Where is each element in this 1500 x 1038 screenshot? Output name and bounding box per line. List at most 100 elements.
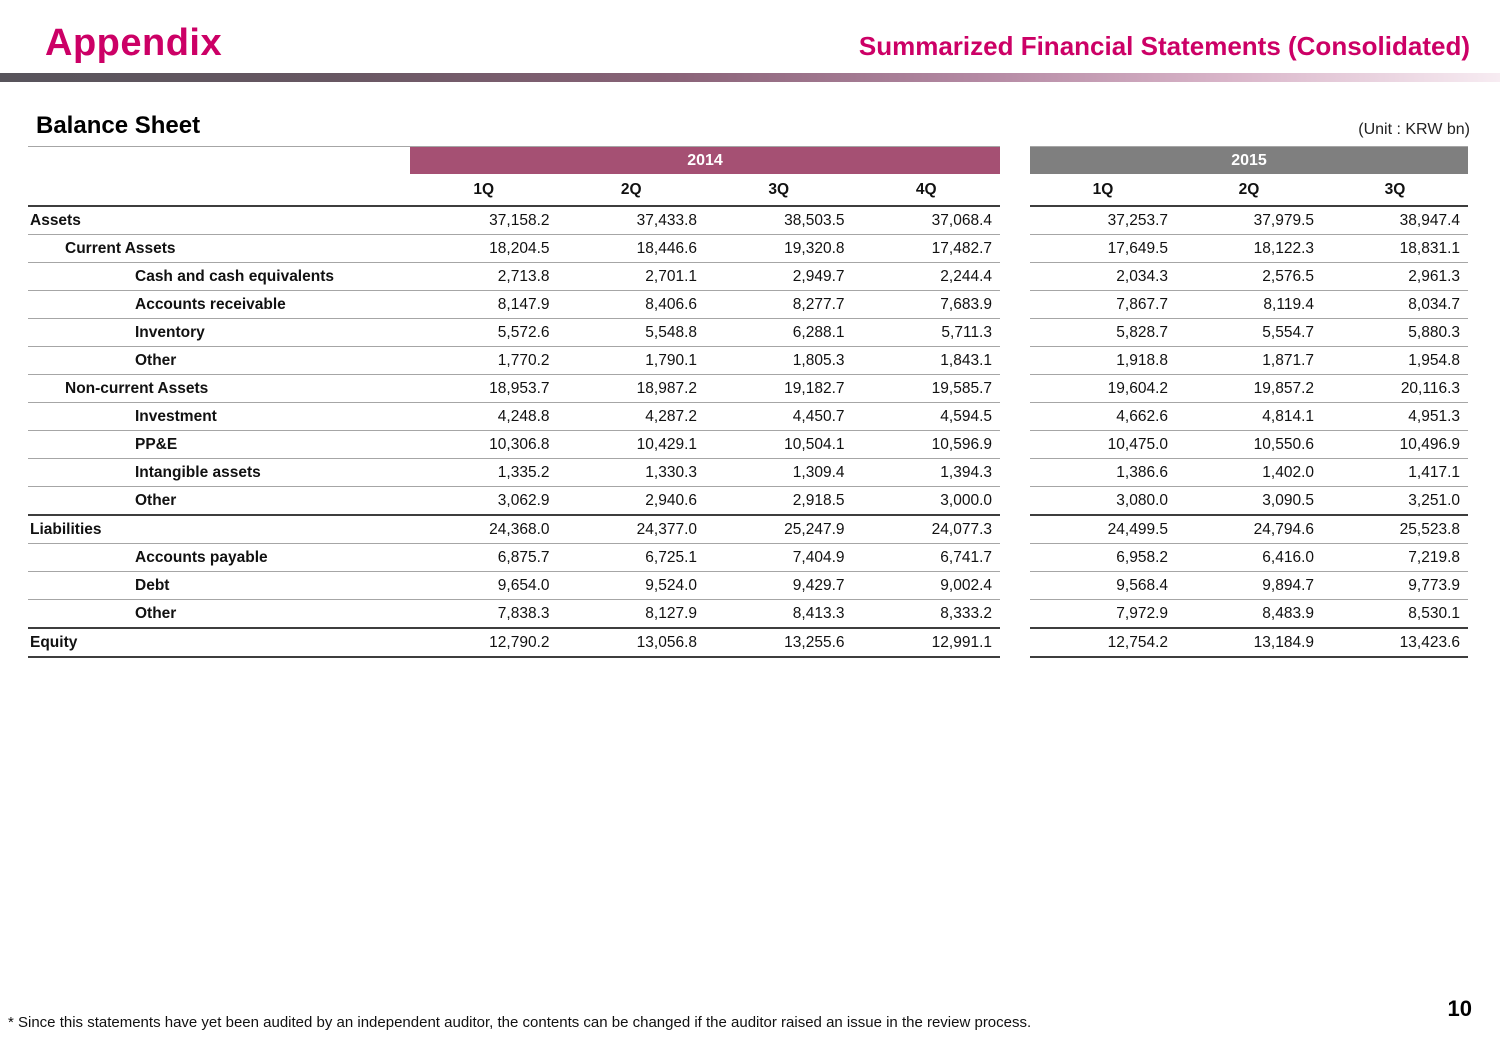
- value-cell: 24,077.3: [931, 521, 992, 538]
- value-cell: 8,147.9: [497, 296, 550, 313]
- table-row: PP&E 10,306.8 10,429.1 10,504.1 10,596.9…: [28, 430, 1470, 458]
- quarter-label: 4Q: [915, 181, 937, 198]
- value-cell: 37,158.2: [489, 212, 550, 229]
- quarter-label: 1Q: [473, 181, 495, 198]
- value-cell: 1,871.7: [1262, 352, 1314, 369]
- label-column-spacer: [28, 147, 410, 174]
- group-gap: [1000, 514, 1030, 543]
- value-cell: 9,894.7: [1262, 577, 1314, 594]
- value-cell: 17,482.7: [931, 240, 992, 257]
- row-label: PP&E: [135, 436, 178, 453]
- quarter-label: 3Q: [768, 181, 790, 198]
- value-cell: 13,184.9: [1253, 634, 1314, 651]
- value-cell: 4,287.2: [645, 408, 697, 425]
- value-cell: 3,080.0: [1116, 492, 1168, 509]
- row-label: Current Assets: [65, 240, 176, 257]
- value-cell: 10,596.9: [931, 436, 992, 453]
- group-gap: [1000, 146, 1030, 174]
- value-cell: 3,000.0: [940, 492, 992, 509]
- value-cell: 1,417.1: [1408, 464, 1460, 481]
- value-cell: 7,867.7: [1116, 296, 1168, 313]
- value-cell: 9,654.0: [497, 577, 550, 594]
- value-cell: 1,770.2: [497, 352, 550, 369]
- row-label: Intangible assets: [135, 464, 261, 481]
- year-band-2015: 2015: [1030, 147, 1468, 174]
- unit-label: (Unit : KRW bn): [1358, 121, 1470, 138]
- table-row: Other 3,062.9 2,940.6 2,918.5 3,000.0 3,…: [28, 486, 1470, 514]
- group-gap: [1000, 458, 1030, 486]
- value-cell: 2,961.3: [1408, 268, 1460, 285]
- value-cell: 37,979.5: [1253, 212, 1314, 229]
- value-cell: 12,991.1: [931, 634, 992, 651]
- value-cell: 7,838.3: [497, 605, 550, 622]
- value-cell: 6,416.0: [1262, 549, 1314, 566]
- group-gap: [1000, 374, 1030, 402]
- table-row: Equity 12,790.2 13,056.8 13,255.6 12,991…: [28, 627, 1470, 658]
- row-label: Accounts receivable: [135, 296, 286, 313]
- value-cell: 12,790.2: [489, 634, 550, 651]
- value-cell: 8,483.9: [1262, 605, 1314, 622]
- value-cell: 4,662.6: [1116, 408, 1168, 425]
- value-cell: 6,875.7: [497, 549, 550, 566]
- value-cell: 2,034.3: [1116, 268, 1168, 285]
- value-cell: 38,947.4: [1399, 212, 1460, 229]
- value-cell: 8,034.7: [1408, 296, 1460, 313]
- value-cell: 19,604.2: [1107, 380, 1168, 397]
- value-cell: 24,794.6: [1253, 521, 1314, 538]
- value-cell: 1,335.2: [497, 464, 550, 481]
- value-cell: 6,741.7: [940, 549, 992, 566]
- year-band-2014: 2014: [410, 147, 1000, 174]
- table-row: Non-current Assets 18,953.7 18,987.2 19,…: [28, 374, 1470, 402]
- row-label: Assets: [30, 212, 81, 229]
- value-cell: 2,244.4: [940, 268, 992, 285]
- value-cell: 37,253.7: [1107, 212, 1168, 229]
- value-cell: 20,116.3: [1400, 380, 1460, 397]
- page-number: 10: [1447, 996, 1472, 1021]
- value-cell: 4,248.8: [497, 408, 550, 425]
- value-cell: 3,090.5: [1262, 492, 1314, 509]
- value-cell: 25,247.9: [784, 521, 845, 538]
- value-cell: 10,475.0: [1107, 436, 1168, 453]
- table-row: Accounts receivable 8,147.9 8,406.6 8,27…: [28, 290, 1470, 318]
- value-cell: 6,958.2: [1116, 549, 1168, 566]
- value-cell: 8,406.6: [645, 296, 697, 313]
- table-row: Intangible assets 1,335.2 1,330.3 1,309.…: [28, 458, 1470, 486]
- year-header-row: 2014 2015: [28, 146, 1470, 174]
- value-cell: 5,828.7: [1116, 324, 1168, 341]
- group-gap: [1000, 318, 1030, 346]
- group-gap: [1000, 402, 1030, 430]
- value-cell: 10,429.1: [636, 436, 697, 453]
- quarter-label: 2Q: [620, 181, 642, 198]
- value-cell: 1,790.1: [645, 352, 697, 369]
- value-cell: 37,433.8: [636, 212, 697, 229]
- value-cell: 37,068.4: [931, 212, 992, 229]
- group-gap: [1000, 627, 1030, 658]
- value-cell: 13,255.6: [784, 634, 845, 651]
- value-cell: 2,949.7: [792, 268, 845, 285]
- value-cell: 18,122.3: [1253, 240, 1314, 257]
- value-cell: 2,918.5: [792, 492, 845, 509]
- header-divider-bar: [0, 73, 1500, 82]
- section-title: Balance Sheet: [36, 112, 201, 139]
- quarter-label: 3Q: [1384, 181, 1406, 198]
- value-cell: 1,309.4: [792, 464, 845, 481]
- value-cell: 1,330.3: [645, 464, 697, 481]
- table-row: Other 7,838.3 8,127.9 8,413.3 8,333.2 7,…: [28, 599, 1470, 627]
- value-cell: 24,377.0: [636, 521, 697, 538]
- group-gap: [1000, 599, 1030, 627]
- value-cell: 8,530.1: [1408, 605, 1460, 622]
- label-column-header: [28, 174, 410, 205]
- table-row: Cash and cash equivalents 2,713.8 2,701.…: [28, 262, 1470, 290]
- group-gap: [1000, 486, 1030, 514]
- group-gap: [1000, 571, 1030, 599]
- value-cell: 9,429.7: [792, 577, 845, 594]
- value-cell: 2,576.5: [1262, 268, 1314, 285]
- group-gap: [1000, 543, 1030, 571]
- value-cell: 1,843.1: [940, 352, 992, 369]
- value-cell: 4,450.7: [792, 408, 845, 425]
- value-cell: 10,496.9: [1399, 436, 1460, 453]
- row-label: Non-current Assets: [65, 380, 209, 397]
- value-cell: 19,182.7: [784, 380, 845, 397]
- value-cell: 2,701.1: [645, 268, 697, 285]
- group-gap: [1000, 290, 1030, 318]
